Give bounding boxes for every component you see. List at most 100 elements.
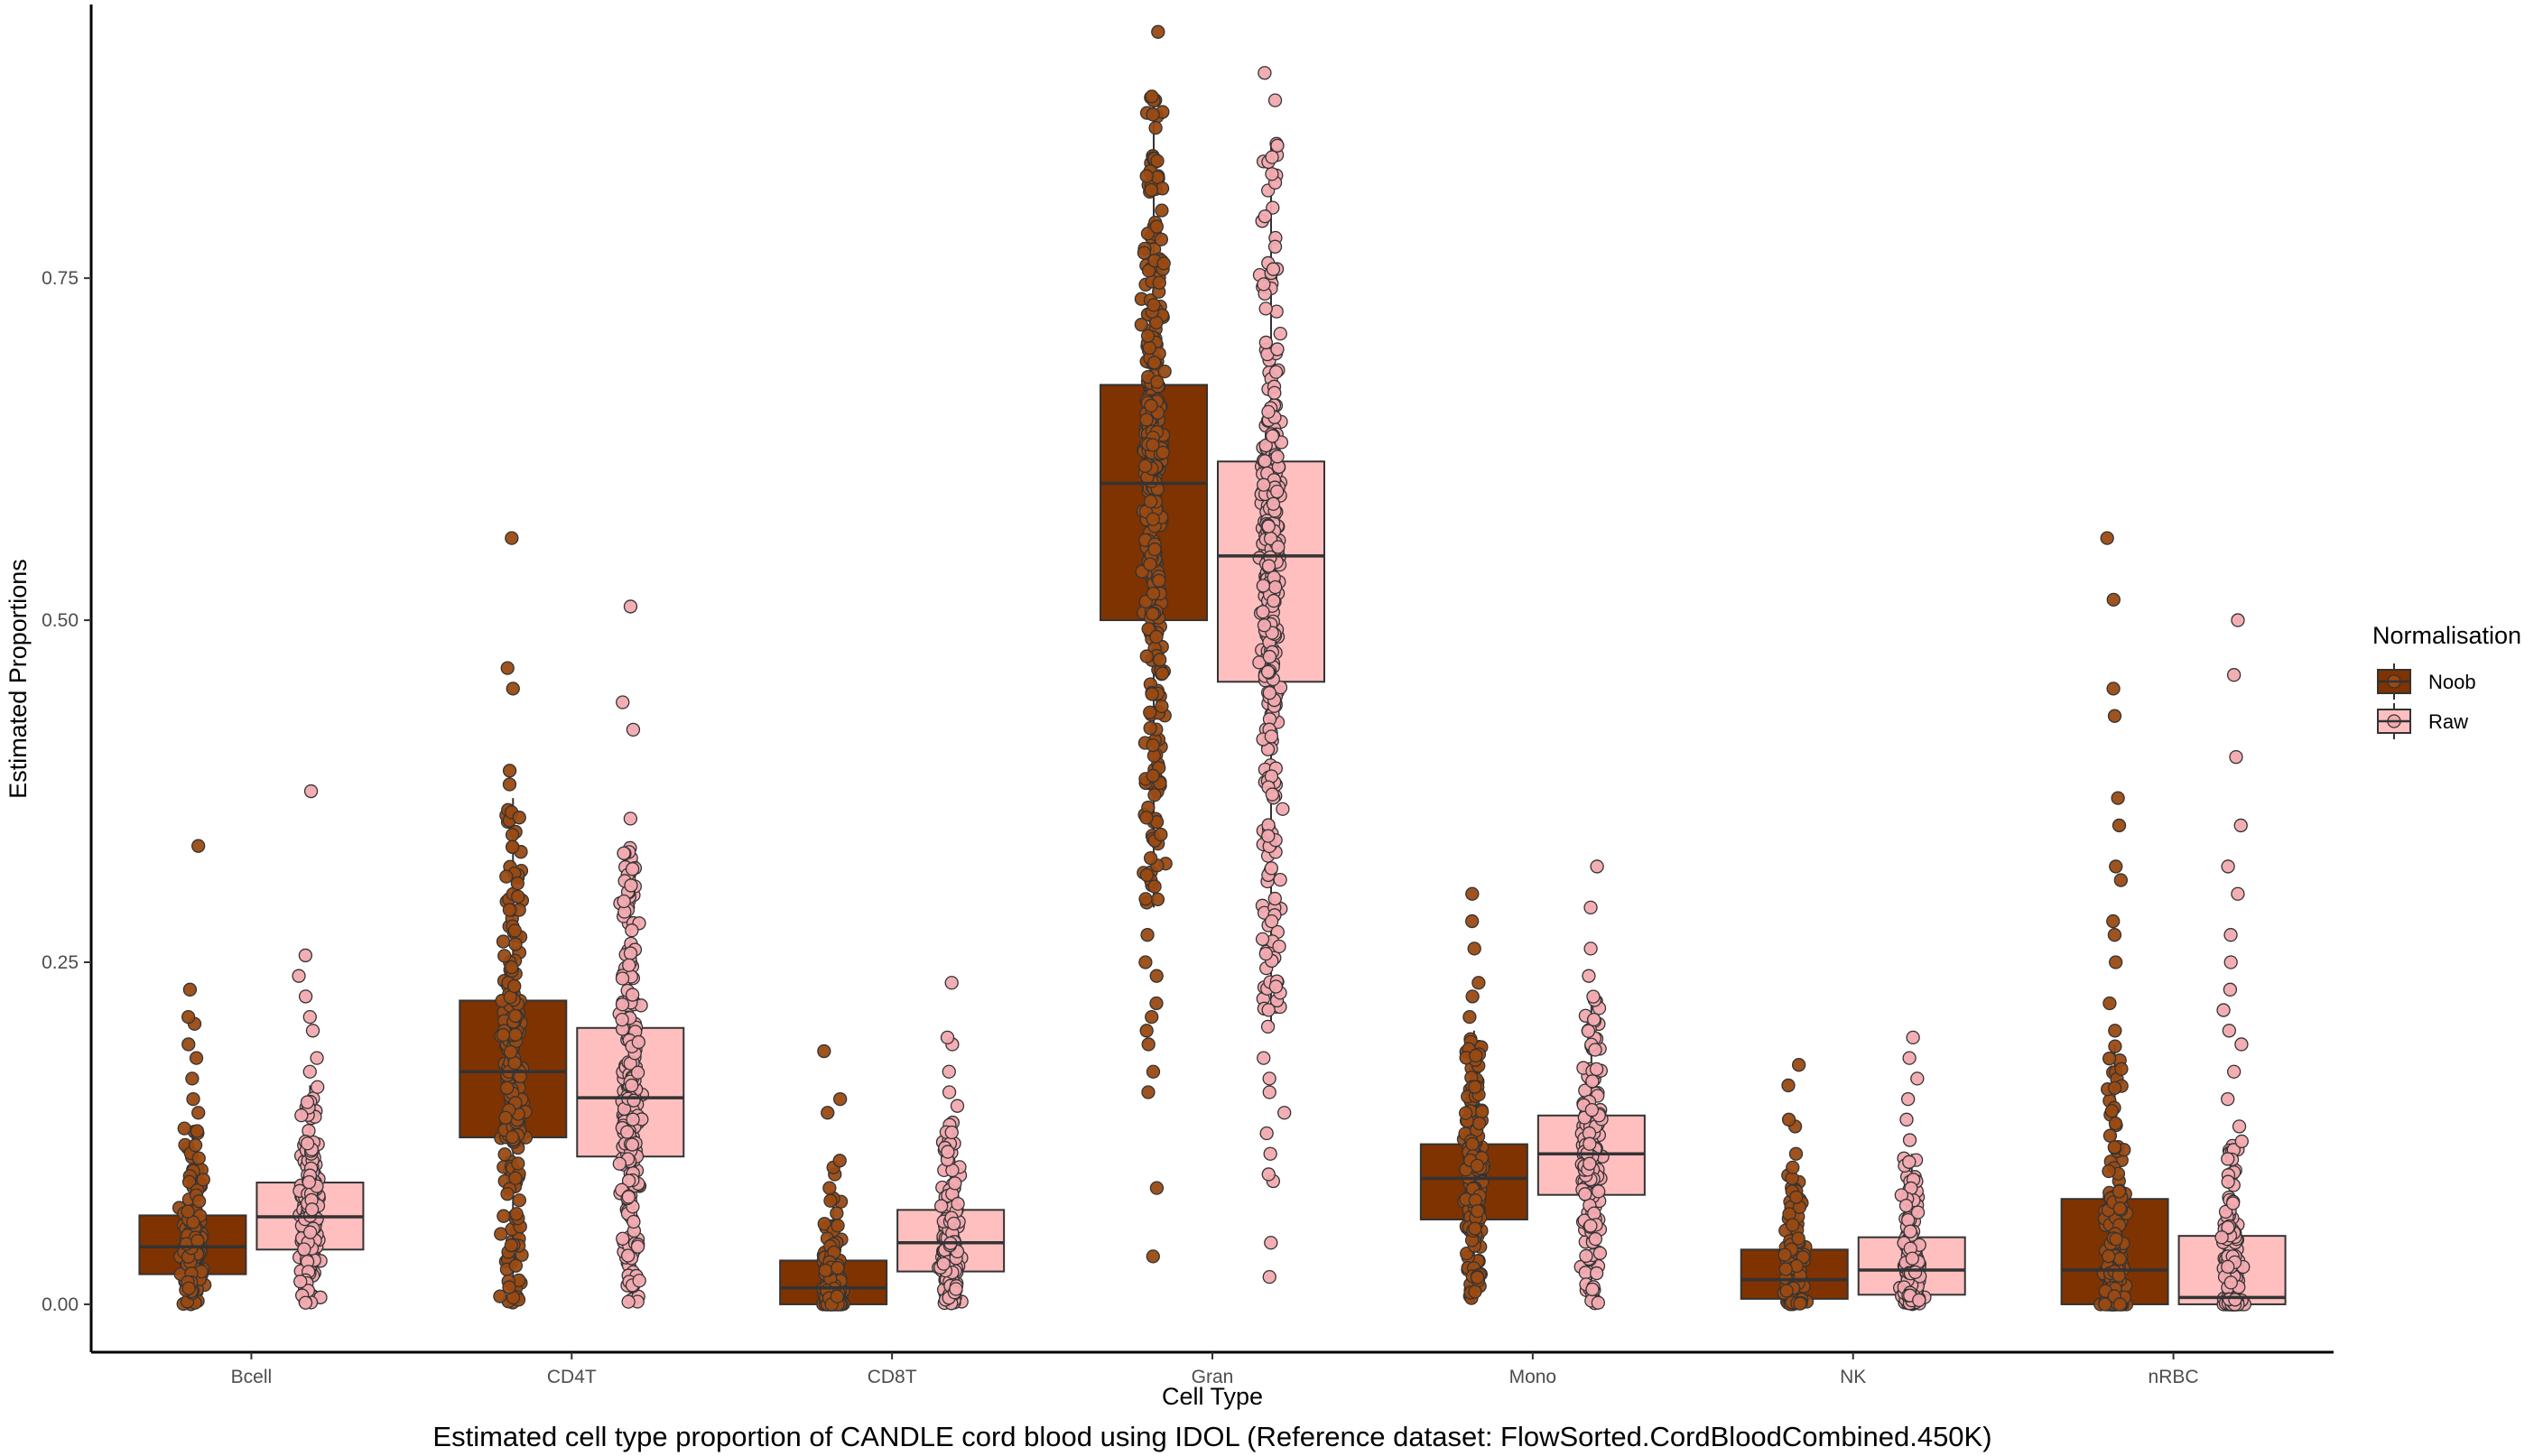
data-point: [493, 1289, 507, 1303]
data-point: [504, 1238, 518, 1253]
data-point: [1257, 277, 1271, 292]
data-point: [502, 777, 517, 792]
data-point: [2223, 955, 2238, 969]
data-point: [497, 949, 512, 963]
data-point: [1262, 1269, 1276, 1284]
data-point: [1912, 1293, 1926, 1308]
data-point: [1252, 655, 1267, 670]
data-point: [2232, 1119, 2247, 1134]
data-point: [944, 1125, 959, 1140]
box-bcell-raw: [255, 784, 365, 1310]
data-point: [499, 869, 514, 884]
data-point: [1906, 1030, 1920, 1045]
data-point: [630, 1065, 645, 1080]
legend: Normalisation Noob Raw: [2372, 622, 2521, 739]
data-point: [616, 695, 630, 709]
data-point: [1268, 365, 1284, 379]
x-tick-label: NK: [1840, 1367, 1866, 1387]
data-point: [946, 1216, 961, 1231]
data-point: [298, 948, 313, 963]
data-point: [497, 1209, 511, 1223]
data-point: [1266, 262, 1281, 276]
data-point: [1781, 1078, 1796, 1093]
y-axis-ticks: 0.00 0.25 0.50 0.75: [42, 268, 91, 1315]
data-point: [2107, 1080, 2122, 1095]
data-point: [1786, 1218, 1800, 1232]
data-point: [1468, 1080, 1482, 1094]
data-point: [1139, 867, 1155, 883]
data-point: [1137, 246, 1152, 260]
data-point: [627, 1214, 641, 1229]
data-point: [831, 1260, 845, 1275]
data-point: [2223, 928, 2238, 942]
data-point: [2109, 859, 2123, 874]
data-point: [621, 1248, 636, 1263]
box-cd8t-raw: [896, 976, 1006, 1311]
data-point: [615, 1012, 629, 1027]
data-point: [189, 1051, 204, 1065]
data-point: [1465, 913, 1480, 929]
data-point: [1141, 264, 1156, 278]
data-point: [1258, 335, 1274, 350]
data-point: [2108, 1024, 2122, 1038]
y-tick-label: 0.00: [42, 1294, 79, 1315]
data-point: [615, 997, 630, 1012]
data-point: [2108, 1039, 2122, 1053]
data-point: [1156, 445, 1170, 459]
data-point: [1583, 1136, 1597, 1151]
x-tick-label: Gran: [1192, 1367, 1234, 1387]
data-point: [1907, 1265, 1923, 1280]
data-point: [1910, 1071, 1925, 1086]
box-cd8t-noob: [779, 1043, 888, 1312]
data-point: [830, 1289, 845, 1303]
data-point: [1262, 649, 1277, 664]
data-point: [1261, 829, 1276, 843]
data-point: [1258, 209, 1272, 224]
data-point: [1590, 859, 1604, 874]
data-point: [1270, 484, 1285, 499]
data-point: [1582, 969, 1596, 983]
data-point: [181, 1009, 196, 1025]
data-point: [1272, 939, 1286, 954]
data-point: [1259, 1126, 1274, 1141]
data-point: [632, 1274, 646, 1288]
data-point: [1150, 153, 1165, 168]
data-point: [298, 1295, 313, 1310]
data-point: [181, 1037, 196, 1052]
data-point: [625, 862, 640, 876]
data-point: [832, 1154, 847, 1168]
data-point: [1470, 1270, 1485, 1284]
data-point: [2104, 1104, 2120, 1118]
data-point: [1788, 1146, 1804, 1161]
data-point: [1465, 989, 1480, 1004]
data-point: [1155, 203, 1169, 218]
data-point: [1902, 1051, 1917, 1065]
data-point: [1791, 1231, 1805, 1246]
data-point: [2223, 982, 2238, 997]
data-point: [311, 1080, 325, 1094]
data-point: [504, 960, 519, 975]
data-point: [831, 1219, 845, 1233]
data-point: [1264, 729, 1279, 744]
data-point: [1588, 1231, 1603, 1247]
data-point: [512, 811, 526, 825]
data-point: [2107, 1140, 2121, 1155]
data-point: [1149, 969, 1164, 983]
data-point: [625, 923, 639, 938]
data-point: [1584, 1103, 1600, 1118]
data-point: [196, 1173, 210, 1187]
data-point: [1586, 989, 1601, 1004]
data-point: [616, 1231, 630, 1246]
data-point: [1265, 429, 1280, 443]
data-point: [1791, 1058, 1806, 1072]
data-point: [1266, 200, 1280, 215]
data-point: [2107, 928, 2122, 942]
data-point: [1592, 1184, 1606, 1199]
data-point: [622, 958, 636, 972]
data-point: [1276, 802, 1290, 816]
data-point: [293, 1275, 308, 1289]
data-point: [177, 1121, 191, 1136]
series-noob: [138, 24, 2169, 1312]
data-point: [1589, 1062, 1604, 1077]
data-point: [1583, 1219, 1598, 1233]
